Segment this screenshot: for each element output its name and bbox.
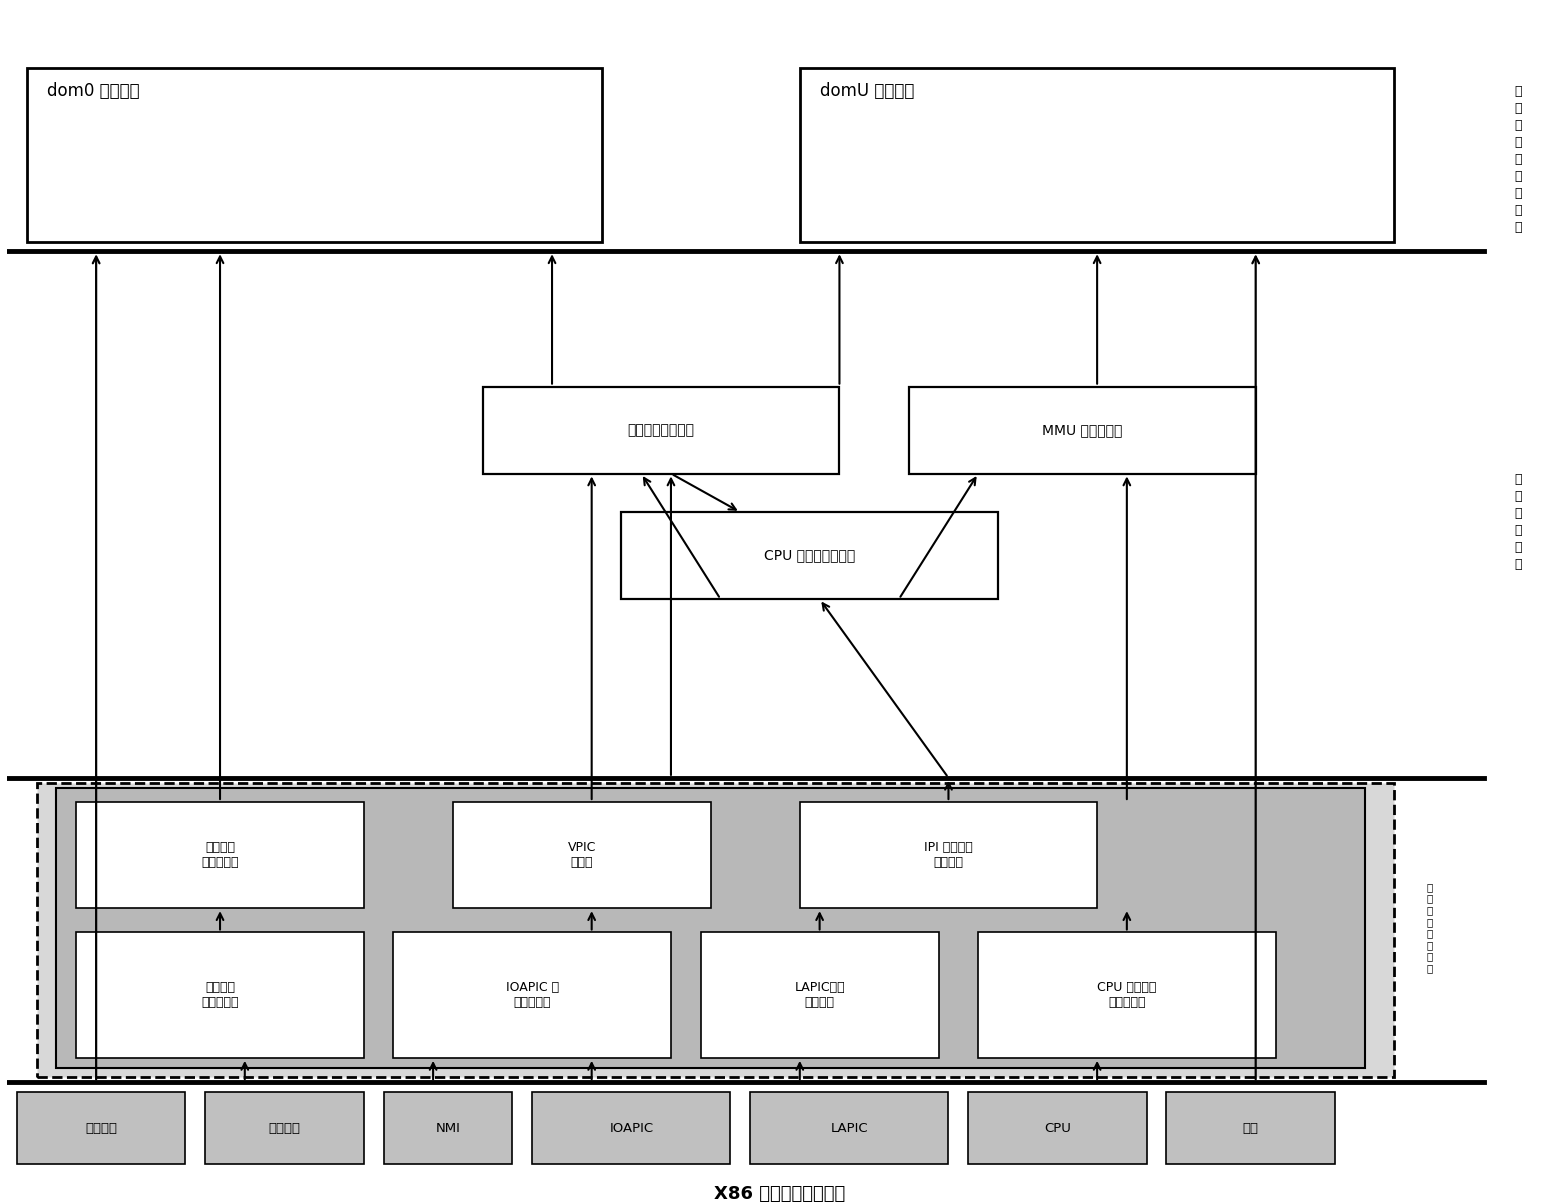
Text: CPU 指令虚拟化模块: CPU 指令虚拟化模块 [764, 549, 855, 563]
Bar [393, 932, 670, 1057]
Text: 被
虚
拟
化
的
操
作
系
统: 被 虚 拟 化 的 操 作 系 统 [1515, 85, 1522, 235]
Bar [799, 67, 1395, 242]
Text: NMI: NMI [435, 1121, 460, 1134]
Bar [908, 386, 1256, 474]
Bar [799, 802, 1098, 908]
Text: LAPIC初始
化子模块: LAPIC初始 化子模块 [795, 982, 844, 1009]
Bar [17, 1092, 185, 1165]
Text: IPI 发送与接
收子模块: IPI 发送与接 收子模块 [924, 841, 973, 869]
Bar [532, 1092, 731, 1165]
Text: LAPIC: LAPIC [830, 1121, 868, 1134]
Text: 物理中断
转发子模块: 物理中断 转发子模块 [201, 841, 239, 869]
Bar [26, 67, 602, 242]
Text: X86 计算机硬件与中断: X86 计算机硬件与中断 [714, 1185, 846, 1203]
Bar [76, 932, 364, 1057]
Bar [205, 1092, 364, 1165]
Text: MMU 虚拟化模块: MMU 虚拟化模块 [1042, 423, 1123, 437]
Text: 物
理
中
断
处
理
模
块: 物 理 中 断 处 理 模 块 [1426, 882, 1432, 973]
Bar [1166, 1092, 1336, 1165]
Text: 虚拟中断处理模块: 虚拟中断处理模块 [628, 423, 695, 437]
Bar [969, 1092, 1146, 1165]
Text: CPU 运行模式
配置子模块: CPU 运行模式 配置子模块 [1098, 982, 1157, 1009]
Text: dom0 操作系统: dom0 操作系统 [47, 82, 140, 100]
Bar [482, 386, 840, 474]
Text: domU 操作系统: domU 操作系统 [819, 82, 914, 100]
Text: IOAPIC: IOAPIC [610, 1121, 653, 1134]
Text: IOAPIC 初
始化子模块: IOAPIC 初 始化子模块 [505, 982, 558, 1009]
Bar [56, 788, 1365, 1068]
Bar [622, 512, 998, 599]
Bar [750, 1092, 949, 1165]
Bar [978, 932, 1275, 1057]
Text: 设备中断: 设备中断 [269, 1121, 300, 1134]
Text: 虚
拟
机
监
控
器: 虚 拟 机 监 控 器 [1515, 473, 1522, 571]
Bar [384, 1092, 513, 1165]
Bar [701, 932, 939, 1057]
Text: CPU: CPU [1043, 1121, 1071, 1134]
Text: 内存: 内存 [1242, 1121, 1258, 1134]
Bar [76, 802, 364, 908]
Bar [453, 802, 711, 908]
Text: VPIC
子模块: VPIC 子模块 [568, 841, 596, 869]
Text: 硬件设备: 硬件设备 [86, 1121, 117, 1134]
Bar [37, 783, 1395, 1078]
Text: 物理中断
接收子模块: 物理中断 接收子模块 [201, 982, 239, 1009]
